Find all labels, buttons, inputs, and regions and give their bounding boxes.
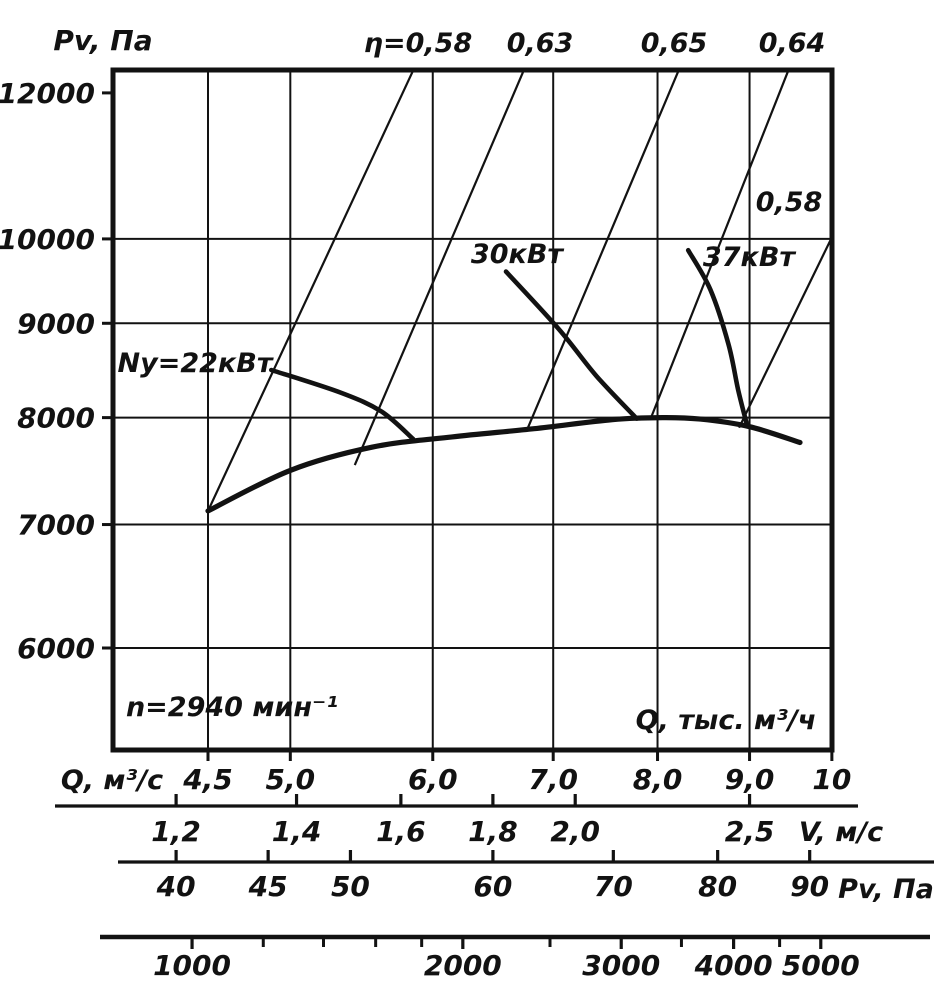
y-tick-label: 10000	[0, 223, 95, 256]
efficiency-label-2: 0,65	[641, 28, 708, 59]
efficiency-line-0.64	[649, 67, 791, 420]
sub-scale-label-velocity-ms: 80	[698, 870, 737, 903]
sub-scale-label-flow-m3s: 2,0	[550, 815, 600, 848]
efficiency-line-0.58	[207, 67, 416, 512]
sub-scale-title-velocity-ms: V, м/с	[799, 817, 883, 848]
power-curve-label-22kw: Ny=22кВт	[118, 348, 274, 379]
x-tick-label: 8,0	[633, 763, 683, 796]
sub-scale-label-flow-m3s: 2,5	[725, 815, 775, 848]
sub-scale-label-dynamic-pressure-pa: 2000	[424, 949, 502, 982]
power-curve-22kw	[269, 367, 416, 442]
y-tick-label: 12000	[0, 77, 95, 110]
power-curve-37kw	[685, 247, 750, 427]
sub-scale-label-dynamic-pressure-pa: 1000	[153, 949, 231, 982]
rpm-note: n=2940 мин⁻¹	[126, 692, 338, 723]
efficiency-line-0.58	[738, 236, 833, 429]
sub-scale-label-flow-m3s: 1,8	[468, 815, 518, 848]
sub-scale-label-flow-m3s: 1,2	[151, 815, 201, 848]
sub-scale-label-velocity-ms: 45	[248, 870, 288, 903]
plot-border	[110, 67, 835, 753]
x-tick-label: 6,0	[408, 763, 458, 796]
power-curve-30kw	[503, 269, 639, 421]
x-tick-label: 10	[812, 763, 851, 796]
sub-scale-label-dynamic-pressure-pa: 5000	[782, 949, 860, 982]
y-axis-title: Pv, Па	[53, 24, 152, 57]
power-curve-label-30kw: 30кВт	[471, 239, 564, 270]
y-tick-label: 7000	[17, 509, 95, 542]
power-curve-label-37kw: 37кВт	[703, 242, 796, 273]
sub-scale-label-dynamic-pressure-pa: 4000	[694, 949, 773, 982]
x-tick-label: 7,0	[528, 763, 578, 796]
sub-scale-label-flow-m3s: 1,4	[272, 815, 322, 848]
sub-scale-title-flow-m3s: Q, м³/с	[61, 765, 163, 796]
x-tick-label: 4,5	[182, 763, 233, 796]
x-tick-label: 9,0	[725, 763, 775, 796]
efficiency-line-0.63	[353, 67, 526, 466]
y-tick-label: 6000	[17, 632, 95, 665]
efficiency-label-3: 0,64	[759, 28, 826, 59]
sub-scale-title-dynamic-pressure-pa: Pv, Па	[838, 874, 934, 905]
efficiency-line-0.65	[526, 67, 681, 431]
main-pressure-curve	[205, 414, 803, 514]
sub-scale-label-velocity-ms: 90	[790, 870, 829, 903]
sub-scale-label-velocity-ms: 60	[473, 870, 512, 903]
sub-scale-label-velocity-ms: 50	[331, 870, 370, 903]
efficiency-label-1: 0,63	[507, 28, 574, 59]
efficiency-label-0: η=0,58	[364, 28, 472, 59]
x-tick-label: 5,0	[266, 763, 316, 796]
sub-scale-label-velocity-ms: 70	[594, 870, 633, 903]
y-tick-label: 8000	[17, 402, 95, 435]
sub-scale-label-velocity-ms: 40	[156, 870, 196, 903]
y-tick-label: 9000	[17, 307, 95, 340]
sub-scale-label-flow-m3s: 1,6	[376, 815, 426, 848]
x-axis-inner-label: Q, тыс. м³/ч	[636, 705, 817, 736]
efficiency-label-4: 0,58	[756, 187, 823, 218]
sub-scale-label-dynamic-pressure-pa: 3000	[582, 949, 660, 982]
